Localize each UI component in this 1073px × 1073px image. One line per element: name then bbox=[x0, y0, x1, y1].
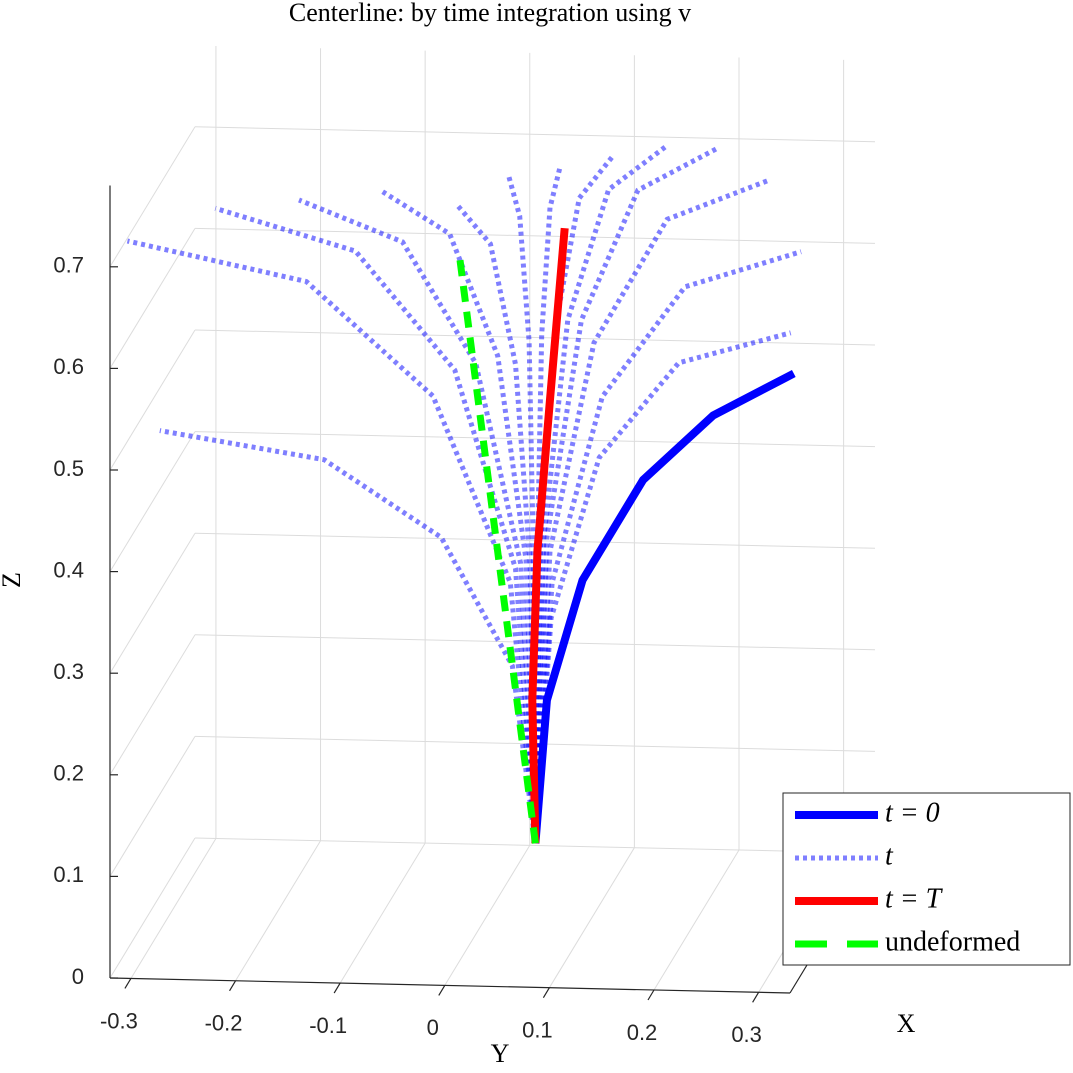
y-tick bbox=[542, 987, 550, 999]
legend-label: t = T bbox=[885, 883, 944, 914]
y-tick-label: 0.2 bbox=[627, 1020, 658, 1045]
grid-line bbox=[109, 228, 196, 369]
grid-line bbox=[109, 736, 196, 877]
grid-line bbox=[548, 847, 635, 988]
grid-line bbox=[339, 842, 426, 984]
grid-line bbox=[194, 431, 876, 448]
x-axis-label: X bbox=[897, 1009, 916, 1038]
z-tick-label: 0.6 bbox=[53, 354, 84, 379]
y-tick-label: -0.3 bbox=[100, 1008, 138, 1033]
z-tick-label: 0.1 bbox=[53, 862, 84, 887]
y-tick bbox=[752, 991, 760, 1003]
y-tick bbox=[647, 989, 655, 1001]
grid-line bbox=[194, 837, 876, 854]
data-line bbox=[532, 164, 563, 844]
z-tick-label: 0.2 bbox=[53, 761, 84, 786]
y-tick-label: 0.3 bbox=[731, 1022, 762, 1047]
z-tick-label: 0.7 bbox=[53, 253, 84, 278]
grid-line bbox=[109, 634, 196, 776]
grid-line bbox=[235, 840, 321, 982]
grid-line bbox=[109, 126, 196, 268]
data-line bbox=[159, 428, 538, 844]
grid-line bbox=[194, 329, 876, 346]
data-line bbox=[528, 227, 569, 844]
y-tick bbox=[438, 985, 446, 996]
data-line bbox=[455, 251, 539, 844]
data-line bbox=[214, 205, 538, 844]
z-tick-label: 0.3 bbox=[53, 659, 84, 684]
y-tick-label: 0 bbox=[427, 1015, 439, 1040]
y-tick bbox=[229, 980, 237, 992]
legend-box bbox=[782, 792, 1071, 966]
y-tick-label: -0.2 bbox=[205, 1011, 243, 1036]
data-line bbox=[532, 177, 771, 844]
grid-line bbox=[109, 837, 196, 979]
chart-title: Centerline: by time integration using v bbox=[289, 0, 691, 27]
legend-label: t bbox=[885, 840, 894, 871]
grid-line bbox=[109, 431, 196, 572]
legend-label: t = 0 bbox=[885, 797, 940, 828]
data-line bbox=[532, 146, 719, 844]
data-line bbox=[531, 369, 796, 844]
z-tick-label: 0.4 bbox=[53, 557, 84, 582]
grid-line bbox=[194, 126, 876, 143]
grid-line bbox=[109, 532, 196, 674]
z-axis-label: Z bbox=[0, 572, 26, 588]
grid-line bbox=[444, 845, 531, 986]
data-line bbox=[298, 197, 538, 844]
grid-line bbox=[194, 227, 876, 244]
grid-line bbox=[130, 838, 217, 979]
data-line bbox=[532, 330, 792, 844]
y-tick-label: 0.1 bbox=[522, 1018, 553, 1043]
legend-label: undeformed bbox=[885, 926, 1020, 957]
y-axis-line bbox=[109, 977, 791, 994]
grid-line bbox=[109, 329, 196, 471]
y-tick bbox=[124, 978, 132, 989]
y-tick bbox=[333, 982, 341, 994]
z-tick-label: 0 bbox=[72, 964, 84, 989]
z-tick-label: 0.5 bbox=[53, 456, 84, 481]
data-line bbox=[381, 189, 538, 844]
data-line bbox=[126, 238, 538, 844]
y-axis-label: Y bbox=[491, 1039, 510, 1068]
y-tick-label: -0.1 bbox=[309, 1013, 347, 1038]
grid-line bbox=[653, 849, 740, 991]
